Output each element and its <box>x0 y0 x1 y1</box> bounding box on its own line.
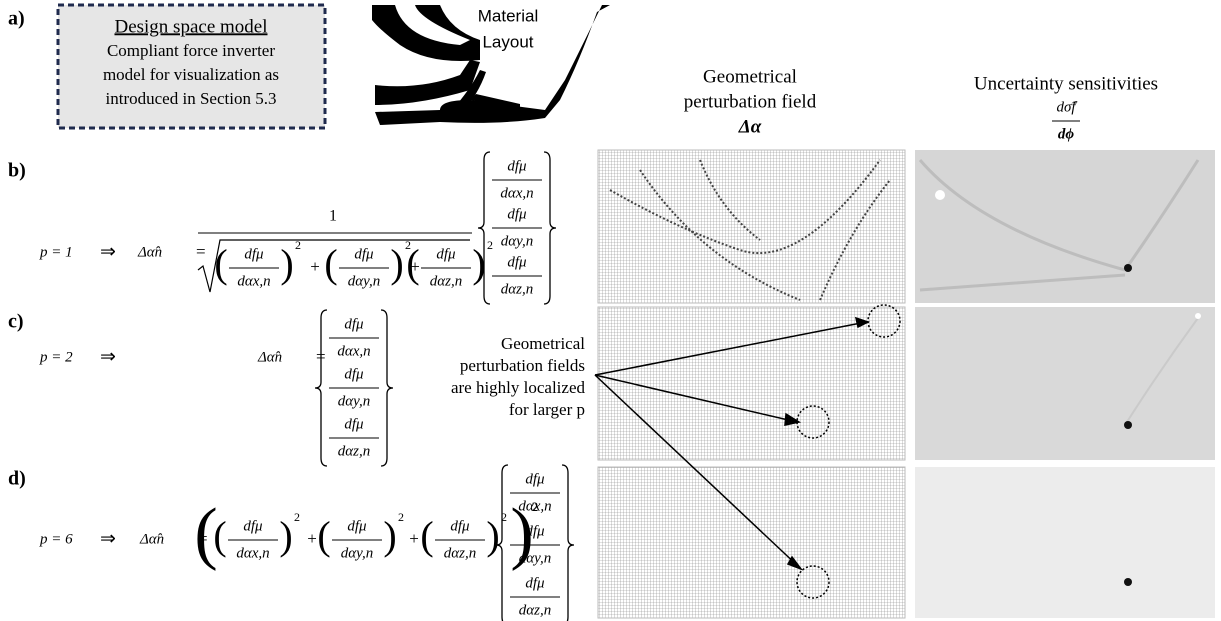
paren: ( <box>324 241 337 286</box>
delta-alpha: Δα̂n <box>257 349 282 365</box>
paren: ( <box>317 513 330 558</box>
derivative-denominator: dαz,n <box>519 602 551 618</box>
box-title: Design space model <box>114 16 267 37</box>
brace <box>562 465 574 621</box>
fraction-numerator: dσ̃f <box>1056 99 1077 115</box>
derivative-denominator: dαx,n <box>236 545 269 561</box>
box-text: Compliant force inverter <box>107 41 275 60</box>
derivative-numerator: dfμ <box>525 575 545 591</box>
panel-label: d) <box>8 468 26 490</box>
material-label: Layout <box>482 32 533 51</box>
column-symbol: Δα <box>738 116 762 137</box>
paren: ) <box>280 241 293 286</box>
one: 1 <box>329 208 337 225</box>
derivative-denominator: dαy,n <box>519 550 551 566</box>
exponent: 2 <box>294 510 300 524</box>
derivative-denominator: dαy,n <box>341 545 373 561</box>
exponent: 2 <box>398 510 404 524</box>
perturbation-panels <box>598 150 905 618</box>
annotation: perturbation fields <box>460 356 585 375</box>
fraction-denominator: dϕ <box>1058 126 1075 142</box>
derivative-numerator: dfμ <box>507 158 527 174</box>
paren: ( <box>213 513 226 558</box>
derivative-denominator: dαy,n <box>501 233 533 249</box>
delta-alpha: Δα̂n <box>139 531 164 547</box>
figure: a) b) c) d) Design space model Compliant forc… <box>0 0 1221 621</box>
plus: + <box>310 257 320 276</box>
column-title: perturbation field <box>684 91 817 112</box>
annotation: are highly localized <box>451 378 586 397</box>
panel-label: a) <box>8 8 25 30</box>
derivative-denominator: dαz,n <box>444 545 476 561</box>
derivative-denominator: dαx,n <box>237 273 270 289</box>
derivative-denominator: dαx,n <box>518 498 551 514</box>
derivative-denominator: dαy,n <box>348 273 380 289</box>
implies: ⇒ <box>100 241 116 262</box>
annotation: for larger p <box>509 400 585 419</box>
brace <box>315 310 327 466</box>
equation-p: p = 6 <box>39 531 73 547</box>
brace <box>544 152 556 304</box>
derivative-numerator: dfμ <box>243 518 263 534</box>
box-text: introduced in Section 5.3 <box>106 89 277 108</box>
panel-label: b) <box>8 160 26 182</box>
derivative-numerator: dfμ <box>354 246 374 262</box>
plus: + <box>409 529 419 548</box>
paren: ) <box>383 513 396 558</box>
column-title: Geometrical <box>703 66 797 87</box>
derivative-denominator: dαz,n <box>501 281 533 297</box>
brace <box>381 310 393 466</box>
paren: ( <box>214 241 227 286</box>
exponent: 2 <box>295 238 301 252</box>
derivative-denominator: dαz,n <box>430 273 462 289</box>
column-title: Uncertainty sensitivities <box>974 73 1158 94</box>
equation-p: p = 2 <box>39 349 73 365</box>
derivative-numerator: dfμ <box>344 366 364 382</box>
derivative-denominator: dαy,n <box>338 393 370 409</box>
derivative-denominator: dαx,n <box>337 343 370 359</box>
delta-alpha: Δα̂n <box>137 244 162 260</box>
derivative-numerator: dfμ <box>450 518 470 534</box>
implies: ⇒ <box>100 528 116 549</box>
derivative-numerator: dfμ <box>436 246 456 262</box>
paren: ) <box>279 513 292 558</box>
material-label: Material <box>478 6 538 25</box>
box-text: model for visualization as <box>103 65 279 84</box>
derivative-numerator: dfμ <box>347 518 367 534</box>
paren: ( <box>420 513 433 558</box>
derivative-numerator: dfμ <box>525 523 545 539</box>
sensitivity-panels <box>915 150 1215 618</box>
plus: + <box>307 529 317 548</box>
paren: ) <box>486 513 499 558</box>
derivative-numerator: dfμ <box>344 316 364 332</box>
equals: = <box>196 242 206 261</box>
derivative-numerator: dfμ <box>525 471 545 487</box>
paren: ( <box>406 241 419 286</box>
panel-label: c) <box>8 311 24 333</box>
paren: ) <box>390 241 403 286</box>
annotation: Geometrical <box>501 334 585 353</box>
derivative-numerator: dfμ <box>244 246 264 262</box>
exponent: 2 <box>487 238 493 252</box>
derivative-denominator: dαx,n <box>500 185 533 201</box>
implies: ⇒ <box>100 346 116 367</box>
derivative-numerator: dfμ <box>507 254 527 270</box>
derivative-numerator: dfμ <box>507 206 527 222</box>
equation-p: p = 1 <box>39 244 73 260</box>
derivative-denominator: dαz,n <box>338 443 370 459</box>
derivative-numerator: dfμ <box>344 416 364 432</box>
